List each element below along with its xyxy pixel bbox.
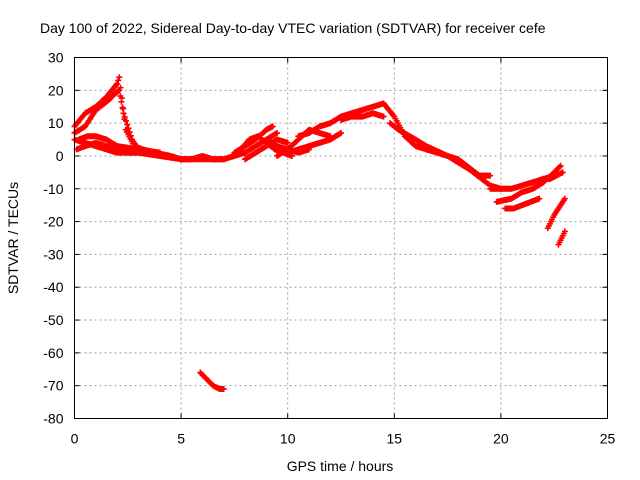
series-arc-17 bbox=[380, 100, 494, 179]
data-point bbox=[116, 74, 123, 81]
y-tick-label: 30 bbox=[48, 50, 64, 66]
x-tick-label: 10 bbox=[280, 431, 296, 447]
y-tick-label: -80 bbox=[43, 411, 63, 427]
data-point bbox=[127, 132, 134, 139]
y-tick-label: -50 bbox=[43, 312, 63, 328]
series-arc-14 bbox=[295, 120, 334, 140]
data-point bbox=[220, 385, 227, 392]
data-point bbox=[122, 117, 129, 124]
y-tick-label: -20 bbox=[43, 214, 63, 230]
x-tick-label: 20 bbox=[493, 431, 509, 447]
y-tick-label: 0 bbox=[56, 148, 64, 164]
series-arc-24 bbox=[555, 228, 568, 248]
plot-frame bbox=[74, 57, 608, 419]
grid-lines bbox=[74, 57, 608, 419]
data-point bbox=[284, 139, 291, 146]
data-point bbox=[338, 129, 344, 136]
data-point bbox=[120, 110, 127, 117]
y-tick-label: -30 bbox=[43, 246, 63, 262]
x-tick-label: 25 bbox=[600, 431, 616, 447]
data-point bbox=[126, 129, 133, 136]
series-arc-13 bbox=[284, 129, 344, 156]
data-point bbox=[119, 104, 126, 111]
series-arc-12 bbox=[274, 126, 334, 159]
series-arc-25 bbox=[197, 369, 227, 392]
data-point bbox=[121, 114, 128, 121]
data-point bbox=[156, 149, 163, 156]
data-point bbox=[559, 169, 566, 176]
x-tick-labels: 0 5 10 15 20 25 bbox=[71, 431, 616, 447]
data-point bbox=[114, 80, 121, 87]
series-arc-16 bbox=[338, 110, 387, 123]
data-point bbox=[125, 125, 132, 132]
x-tick-label: 15 bbox=[387, 431, 403, 447]
data-point bbox=[536, 195, 543, 202]
data-point bbox=[115, 77, 122, 84]
series-arc-21 bbox=[502, 195, 543, 212]
y-tick-label: 10 bbox=[48, 115, 64, 131]
y-tick-label: -70 bbox=[43, 378, 63, 394]
data-point bbox=[556, 163, 563, 170]
y-tick-label: 20 bbox=[48, 82, 64, 98]
series-arc-5 bbox=[75, 133, 163, 156]
data-point bbox=[117, 93, 124, 100]
y-tick-label: -60 bbox=[43, 345, 63, 361]
data-point bbox=[487, 172, 494, 179]
y-tick-labels: 30 20 10 0 -10 -20 -30 -40 -50 -60 -70 -80 bbox=[43, 50, 63, 427]
data-point bbox=[561, 195, 568, 202]
series-arc-22 bbox=[540, 169, 566, 182]
data-point bbox=[274, 129, 281, 136]
axis-ticks bbox=[74, 57, 608, 419]
x-axis-label: GPS time / hours bbox=[287, 458, 394, 474]
data-point bbox=[124, 121, 131, 128]
data-point bbox=[269, 123, 276, 130]
data-points bbox=[71, 74, 568, 392]
data-point bbox=[115, 88, 122, 95]
y-tick-label: -40 bbox=[43, 279, 63, 295]
y-axis-label: SDTVAR / TECUs bbox=[5, 182, 21, 294]
data-point bbox=[561, 228, 568, 235]
data-point bbox=[557, 162, 564, 169]
data-point bbox=[116, 87, 123, 94]
data-point bbox=[380, 113, 387, 120]
series-arc-18 bbox=[387, 120, 504, 192]
y-tick-label: -10 bbox=[43, 181, 63, 197]
chart-title: Day 100 of 2022, Sidereal Day-to-day VTE… bbox=[40, 20, 546, 36]
x-tick-label: 0 bbox=[71, 431, 79, 447]
series-arc-2 bbox=[71, 87, 142, 153]
series-arc-23 bbox=[544, 195, 568, 232]
data-point bbox=[118, 98, 125, 105]
x-tick-label: 5 bbox=[177, 431, 185, 447]
